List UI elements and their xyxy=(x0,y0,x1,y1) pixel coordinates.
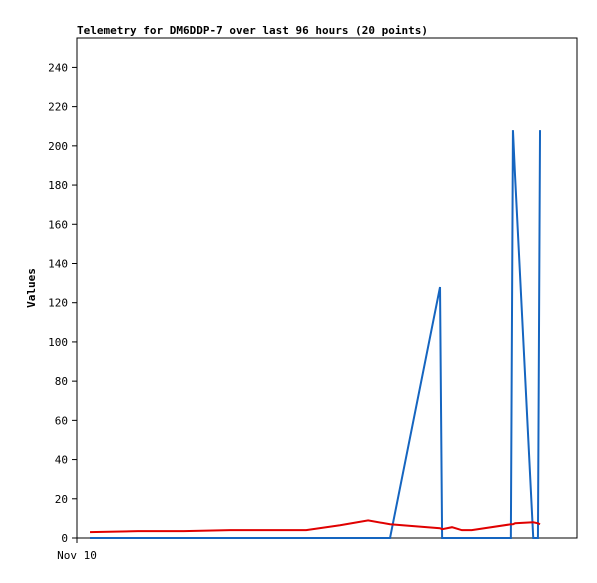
y-tick-label: 80 xyxy=(55,375,68,388)
y-tick-label: 100 xyxy=(48,336,68,349)
y-tick-label: 240 xyxy=(48,61,68,74)
series-line xyxy=(90,519,541,534)
plot-frame xyxy=(76,37,578,539)
y-tick-label: 0 xyxy=(61,532,68,545)
chart-title: Telemetry for DM6DDP-7 over last 96 hour… xyxy=(77,24,428,37)
x-tick-label: Nov 10 xyxy=(57,549,97,562)
y-tick-label: 120 xyxy=(48,297,68,310)
y-tick-label: 20 xyxy=(55,493,68,506)
y-axis-label: Values xyxy=(25,268,38,308)
y-tick-label: 60 xyxy=(55,414,68,427)
y-tick-label: 180 xyxy=(48,179,68,192)
y-tick-label: 200 xyxy=(48,140,68,153)
y-tick-label: 220 xyxy=(48,101,68,114)
y-tick-label: 160 xyxy=(48,218,68,231)
y-tick-label: 40 xyxy=(55,454,68,467)
y-tick-label: 140 xyxy=(48,257,68,270)
series-line xyxy=(90,130,542,539)
